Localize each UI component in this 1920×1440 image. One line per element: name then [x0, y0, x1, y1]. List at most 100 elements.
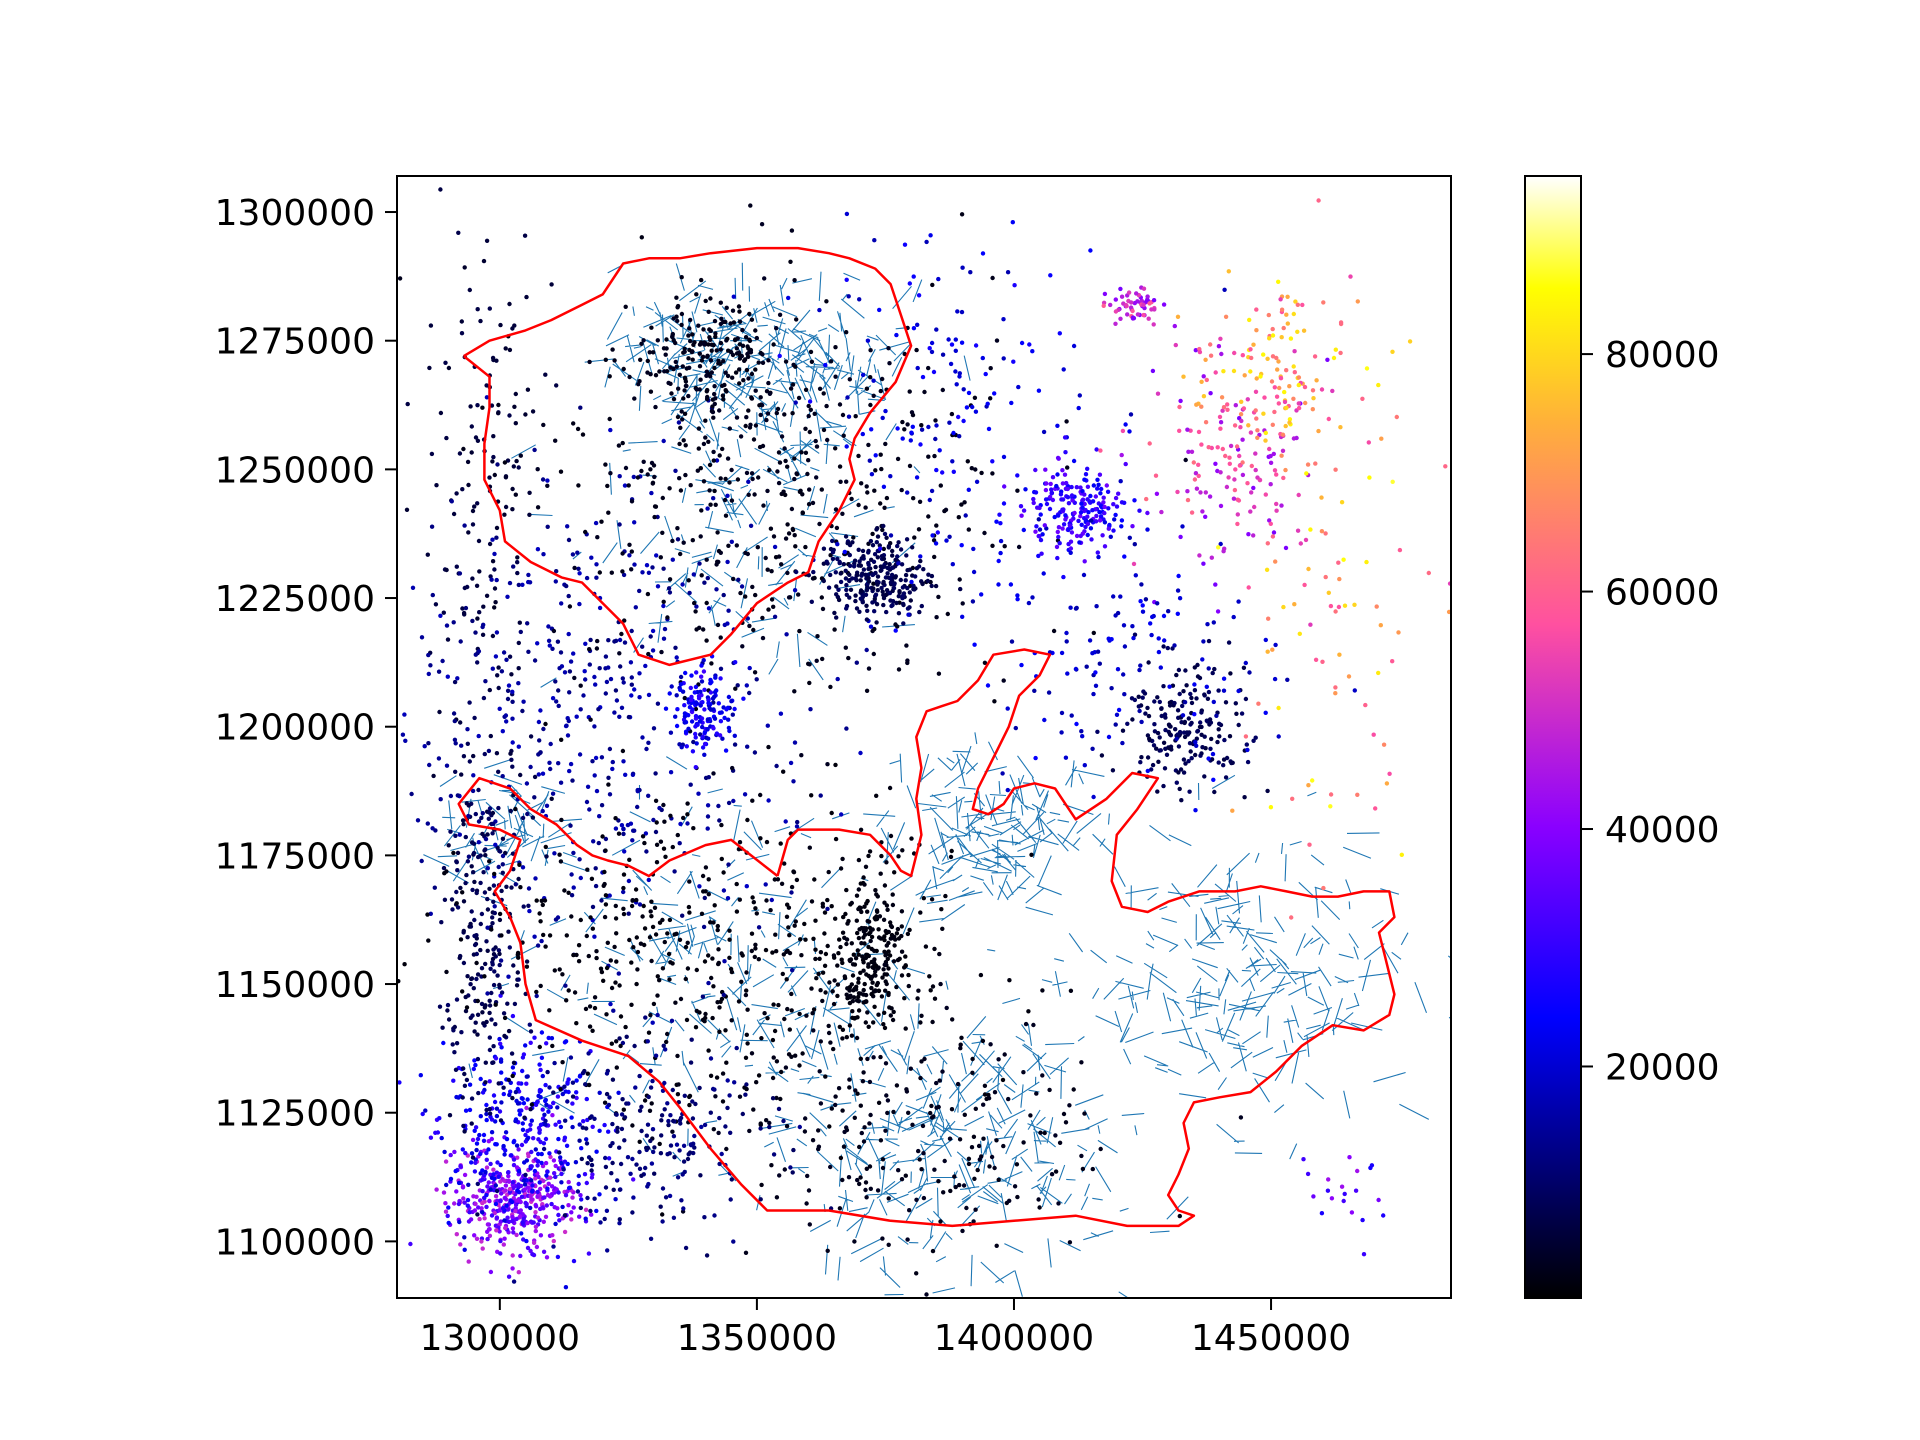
scatter-point [1184, 683, 1189, 688]
scatter-point [816, 1128, 821, 1133]
scatter-point [743, 992, 749, 998]
scatter-point [1118, 286, 1123, 292]
scatter-point [725, 336, 730, 341]
scatter-point [1248, 430, 1254, 435]
scatter-point [533, 1224, 539, 1230]
scatter-point [1247, 670, 1252, 675]
scatter-point [487, 806, 493, 811]
scatter-point [602, 1100, 608, 1105]
scatter-point [528, 734, 534, 739]
scatter-point [699, 674, 704, 679]
scatter-point [858, 1175, 863, 1180]
scatter-point [817, 956, 822, 961]
scatter-point [865, 608, 870, 613]
scatter-point [936, 671, 942, 676]
scatter-point [876, 988, 882, 993]
scatter-point [844, 582, 849, 588]
scatter-point [1130, 308, 1135, 314]
scatter-point [865, 1056, 870, 1062]
scatter-point [652, 514, 657, 520]
scatter-point [834, 592, 839, 597]
scatter-point [495, 673, 500, 678]
scatter-point [484, 383, 489, 388]
scatter-point [880, 589, 885, 594]
scatter-point [558, 650, 564, 655]
scatter-point [674, 314, 679, 319]
scatter-point [475, 616, 480, 621]
scatter-point [1091, 691, 1096, 697]
scatter-point [705, 394, 710, 400]
scatter-point [1192, 688, 1198, 693]
scatter-point [769, 1163, 774, 1168]
scatter-point [699, 1124, 704, 1130]
scatter-point [776, 450, 782, 455]
scatter-point [927, 497, 932, 503]
scatter-point [1041, 429, 1047, 435]
scatter-point [788, 259, 793, 264]
scatter-point [563, 1118, 568, 1123]
scatter-point [1198, 720, 1203, 725]
scatter-point [708, 1110, 713, 1115]
scatter-point [466, 803, 471, 808]
scatter-point [871, 586, 876, 591]
scatter-point [963, 513, 968, 518]
scatter-point [569, 1115, 574, 1120]
scatter-point [696, 426, 702, 431]
scatter-point [1236, 688, 1241, 694]
scatter-point [640, 735, 645, 740]
scatter-point [866, 575, 871, 581]
scatter-point [452, 1024, 457, 1030]
scatter-point [569, 872, 574, 877]
scatter-point [496, 1081, 501, 1086]
scatter-point [743, 1250, 749, 1256]
scatter-point [743, 423, 748, 429]
scatter-point [1333, 347, 1339, 352]
scatter-point [866, 919, 872, 924]
scatter-point [806, 403, 811, 409]
scatter-point [883, 408, 888, 414]
scatter-point [632, 687, 637, 692]
scatter-point [1016, 384, 1021, 390]
scatter-point [589, 1175, 595, 1180]
scatter-point [770, 1075, 776, 1081]
scatter-point [547, 1008, 552, 1013]
scatter-point [531, 1240, 537, 1246]
scatter-point [824, 559, 829, 564]
scatter-point [866, 931, 872, 937]
scatter-point [428, 911, 433, 916]
scatter-point [1296, 405, 1302, 411]
scatter-point [668, 365, 673, 370]
scatter-point [1102, 291, 1108, 297]
scatter-point [758, 1121, 763, 1126]
scatter-point [864, 1166, 869, 1172]
scatter-point [444, 969, 449, 975]
scatter-point [544, 1203, 549, 1208]
scatter-point [716, 803, 721, 809]
scatter-point [893, 574, 898, 579]
scatter-point [1217, 414, 1223, 420]
scatter-point [494, 577, 499, 583]
scatter-point [936, 1104, 941, 1110]
scatter-point [519, 1194, 525, 1200]
scatter-point [515, 555, 520, 560]
scatter-point [872, 609, 877, 614]
scatter-point [553, 1174, 558, 1180]
scatter-point [560, 972, 565, 977]
scatter-point [777, 460, 783, 465]
scatter-point [1147, 441, 1152, 446]
scatter-point [619, 1112, 625, 1117]
scatter-point [1147, 301, 1152, 306]
scatter-point [557, 1218, 562, 1223]
scatter-point [613, 688, 619, 693]
scatter-point [1203, 420, 1209, 425]
scatter-point [521, 699, 526, 704]
scatter-point [502, 1236, 507, 1241]
scatter-point [1283, 467, 1288, 473]
scatter-point [910, 424, 915, 429]
scatter-point [491, 883, 497, 888]
scatter-point [481, 870, 486, 875]
scatter-point [728, 321, 733, 326]
scatter-point [1065, 486, 1070, 492]
scatter-point [1095, 550, 1101, 555]
scatter-point [972, 642, 977, 647]
